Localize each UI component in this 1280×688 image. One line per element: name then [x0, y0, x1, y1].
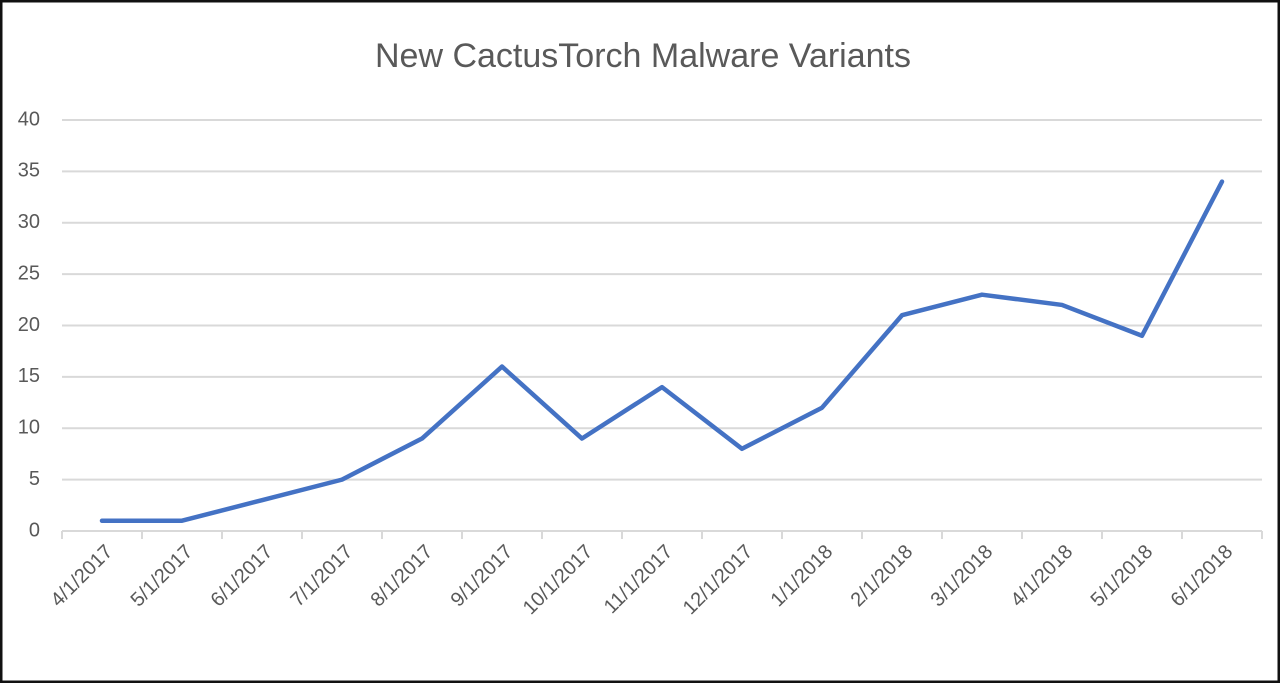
y-tick-label: 40 [18, 108, 40, 130]
chart-title: New CactusTorch Malware Variants [375, 37, 911, 75]
y-tick-label: 10 [18, 417, 40, 439]
y-tick-label: 30 [18, 211, 40, 233]
y-tick-label: 5 [29, 468, 40, 490]
y-tick-label: 0 [29, 519, 40, 541]
y-tick-label: 20 [18, 314, 40, 336]
y-tick-label: 35 [18, 160, 40, 182]
y-tick-label: 25 [18, 262, 40, 284]
y-tick-label: 15 [18, 365, 40, 387]
data-line [99, 179, 1225, 523]
